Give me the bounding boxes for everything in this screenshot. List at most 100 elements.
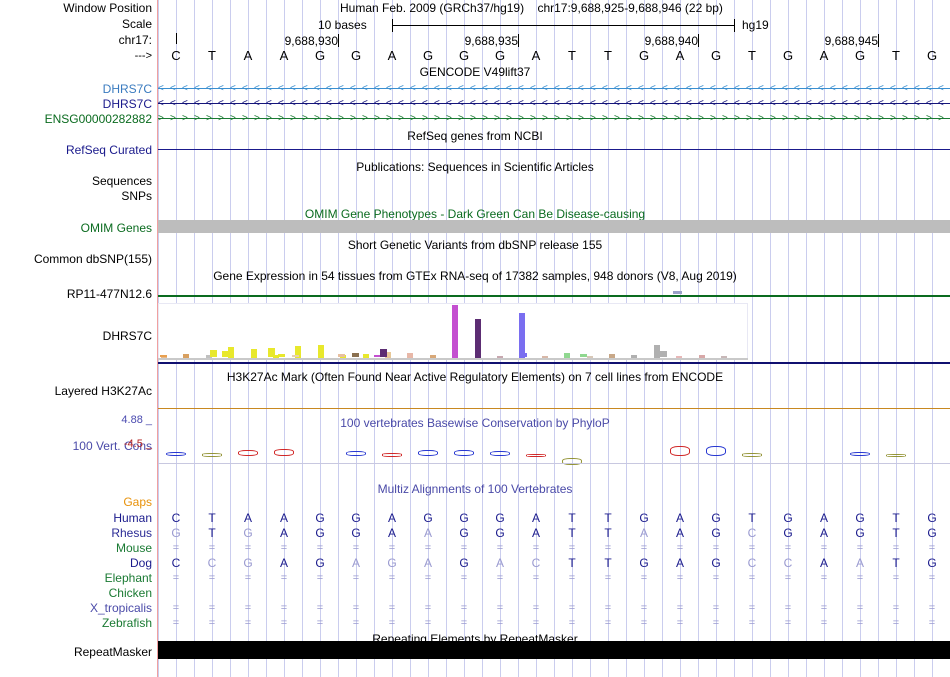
ruler-tick	[878, 34, 879, 47]
arrow-left-icon: <	[914, 98, 920, 109]
alignment-gap: =	[460, 617, 468, 629]
label-omim-genes[interactable]: OMIM Genes	[80, 221, 152, 235]
h3k27ac-bar[interactable]	[210, 350, 217, 357]
label-common-dbsnp[interactable]: Common dbSNP(155)	[33, 252, 152, 266]
repeatmasker-block[interactable]	[158, 641, 950, 659]
gtex-tissue-bar[interactable]	[541, 356, 548, 358]
logo-glyph	[742, 453, 762, 457]
rp11-gene-line[interactable]	[158, 295, 950, 297]
ruler-coordinate: 9,688,935	[464, 34, 518, 48]
gene-track-dhrs7c-2[interactable]: < < < < < < < < < < < < < < < < < < < < < < < < < < < < < < < < < < < < < < < <…	[158, 98, 950, 109]
arrow-left-icon: <	[662, 98, 668, 109]
gtex-tissue-bar[interactable]	[295, 345, 302, 358]
gtex-tissue-bar[interactable]	[631, 355, 638, 358]
phylop-base-logo	[669, 445, 691, 457]
species-label-human[interactable]: Human	[113, 511, 152, 525]
species-label-dog[interactable]: Dog	[129, 556, 152, 570]
label-rp11[interactable]: RP11-477N12.6	[66, 287, 152, 301]
gtex-tissue-bar[interactable]	[205, 355, 212, 358]
arrow-left-icon: <	[686, 83, 692, 94]
gtex-tissue-bar[interactable]	[228, 346, 235, 358]
h3k27ac-bar[interactable]	[278, 354, 285, 357]
alignment-gap: =	[496, 572, 504, 584]
alignment-base: C	[747, 556, 757, 570]
gtex-tissue-bar[interactable]	[721, 356, 727, 358]
h3k27ac-bar[interactable]	[292, 355, 299, 357]
gtex-tissue-bar[interactable]	[362, 354, 369, 358]
h3k27ac-bar[interactable]	[268, 348, 275, 357]
gtex-expression-chart[interactable]	[158, 303, 748, 360]
arrow-left-icon: <	[518, 98, 524, 109]
species-label-mouse[interactable]: Mouse	[115, 541, 152, 555]
gtex-tissue-bar[interactable]	[183, 354, 190, 358]
arrow-right-icon: >	[938, 113, 944, 124]
gtex-tissue-bar[interactable]	[273, 355, 279, 358]
gene-track-dhrs7c-1[interactable]: < < < < < < < < < < < < < < < < < < < < < < < < < < < < < < < < < < < < < < < <…	[158, 83, 950, 94]
sequence-base: G	[494, 48, 506, 63]
arrow-left-icon: <	[866, 83, 872, 94]
gtex-tissue-bar[interactable]	[698, 355, 705, 358]
label-snps[interactable]: SNPs	[121, 189, 152, 203]
h3k27ac-bar[interactable]	[222, 351, 229, 357]
arrow-left-icon: <	[206, 83, 212, 94]
gtex-tissue-bar[interactable]	[429, 355, 436, 358]
ruler-coordinate: 9,688,940	[644, 34, 698, 48]
sequence-base: C	[171, 48, 181, 63]
gene-track-ensg[interactable]: > > > > > > > > > > > > > > > > > > > > > > > > > > > > > > > > > > > > > > > >…	[158, 113, 950, 124]
label-dhrs7c-gencode-2[interactable]: DHRS7C	[102, 97, 152, 111]
logo-glyph	[274, 449, 294, 457]
species-label-chicken[interactable]: Chicken	[108, 586, 152, 600]
h3k27ac-bar[interactable]	[338, 354, 345, 357]
gtex-tissue-bar[interactable]	[317, 344, 324, 358]
h3k27ac-bar[interactable]	[374, 355, 381, 357]
label-dhrs7c-gtex[interactable]: DHRS7C	[102, 329, 152, 343]
gtex-tissue-bar[interactable]	[407, 353, 414, 358]
arrow-left-icon: <	[242, 83, 248, 94]
label-refseq-curated[interactable]: RefSeq Curated	[65, 143, 152, 157]
species-label-zebrafish[interactable]: Zebrafish	[101, 616, 152, 630]
track-title-dbsnp: Short Genetic Variants from dbSNP releas…	[347, 238, 603, 252]
alignment-gap: =	[460, 572, 468, 584]
h3k27ac-bar[interactable]	[660, 351, 667, 357]
gtex-tissue-bar[interactable]	[586, 356, 593, 358]
label-100vert-cons[interactable]: 100 Vert. Cons	[72, 439, 152, 453]
omim-gene-bar[interactable]	[158, 220, 950, 233]
h3k27ac-bar[interactable]	[380, 349, 387, 357]
label-layered-h3k27ac[interactable]: Layered H3K27Ac	[54, 384, 152, 398]
alignment-gap: =	[532, 542, 540, 554]
label-sequences[interactable]: Sequences	[91, 174, 152, 188]
gtex-tissue-bar[interactable]	[161, 356, 167, 358]
gtex-tissue-bar[interactable]	[497, 356, 503, 358]
alignment-base: G	[171, 526, 181, 540]
alignment-gap: =	[892, 542, 900, 554]
gtex-tissue-bar[interactable]	[250, 348, 257, 358]
h3k27ac-bar[interactable]	[160, 355, 167, 357]
gtex-tissue-bar[interactable]	[385, 352, 391, 358]
gtex-tissue-bar[interactable]	[564, 353, 571, 358]
rp11-exon-block[interactable]	[673, 291, 682, 294]
gtex-tissue-bar[interactable]	[609, 354, 615, 358]
gtex-tissue-bar[interactable]	[474, 319, 481, 358]
gtex-tissue-bar[interactable]	[452, 304, 459, 358]
gtex-tissue-bar[interactable]	[676, 356, 683, 358]
gtex-tissue-bar[interactable]	[653, 344, 660, 358]
h3k27ac-bar[interactable]	[352, 353, 359, 357]
alignment-gap: =	[172, 542, 180, 554]
arrow-left-icon: <	[230, 98, 236, 109]
h3k27ac-bar[interactable]	[580, 354, 587, 357]
gene-backbone-line	[158, 118, 950, 119]
arrow-left-icon: <	[578, 83, 584, 94]
arrow-right-icon: >	[458, 113, 464, 124]
sequence-base: T	[208, 48, 216, 63]
arrow-left-icon: <	[938, 83, 944, 94]
alignment-gap: =	[712, 602, 720, 614]
label-repeatmasker[interactable]: RepeatMasker	[73, 645, 152, 659]
species-label-rhesus[interactable]: Rhesus	[111, 526, 152, 540]
species-label-elephant[interactable]: Elephant	[104, 571, 152, 585]
alignment-gap: =	[928, 572, 936, 584]
gtex-tissue-bar[interactable]	[519, 312, 526, 358]
h3k27ac-bar[interactable]	[520, 353, 527, 357]
species-label-x_tropicalis[interactable]: X_tropicalis	[89, 601, 152, 615]
label-dhrs7c-gencode-1[interactable]: DHRS7C	[102, 82, 152, 96]
label-ensg[interactable]: ENSG00000282882	[44, 112, 152, 126]
